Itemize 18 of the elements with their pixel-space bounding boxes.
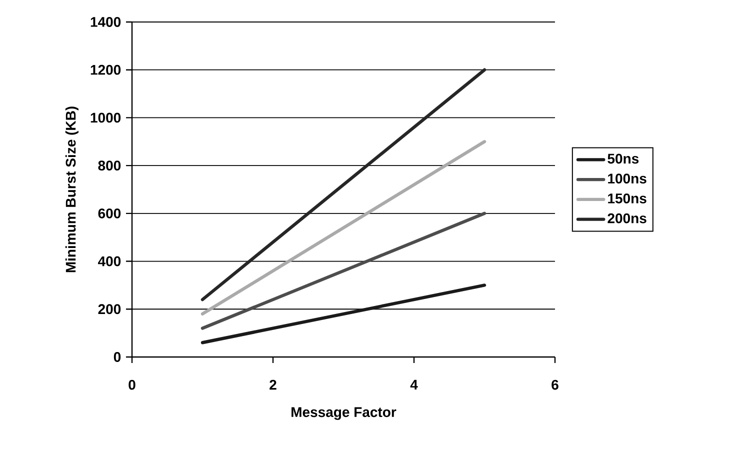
legend-label: 50ns (608, 154, 639, 164)
y-tick-label: 1200 (90, 64, 121, 75)
x-tick-label: 0 (128, 380, 136, 390)
y-tick-label: 0 (114, 352, 121, 362)
y-tick-label: 200 (98, 304, 121, 314)
y-axis-title: Minimum Burst Size (KB) (65, 106, 78, 272)
y-tick-label: 800 (98, 160, 121, 171)
x-tick-label: 4 (410, 380, 418, 390)
x-tick-label: 6 (552, 380, 558, 390)
y-tick-label: 600 (98, 208, 121, 218)
y-tick-label: 1000 (90, 112, 121, 123)
x-axis-title: Message Factor (292, 407, 396, 420)
legend-label: 100ns (608, 174, 646, 184)
y-tick-label: 400 (98, 256, 121, 266)
legend-label: 150ns (608, 193, 646, 204)
x-tick-label: 2 (270, 380, 276, 390)
y-tick-label: 1400 (90, 17, 121, 27)
legend-label: 200ns (608, 213, 646, 224)
